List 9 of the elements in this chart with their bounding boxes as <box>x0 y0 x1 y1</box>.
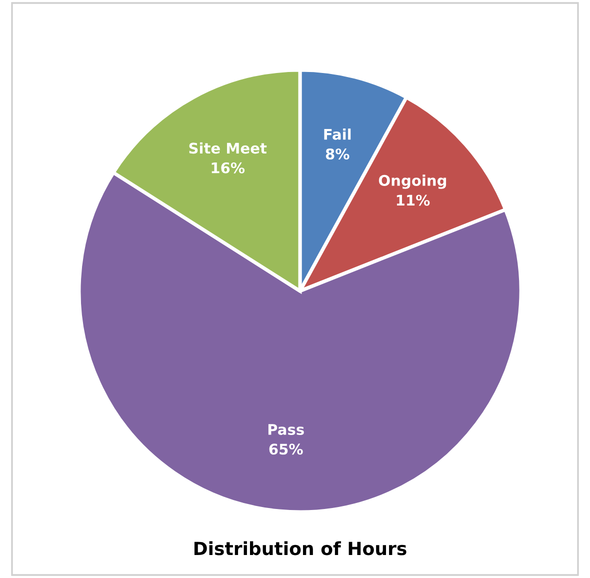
slice-label: Fail <box>324 128 351 140</box>
data-label: 8% <box>326 148 350 160</box>
slice-label: Ongoing <box>378 174 446 189</box>
data-label: 16% <box>212 162 245 174</box>
data-label: 65% <box>269 444 303 455</box>
text: Distribution of Hours <box>194 541 406 556</box>
data-label: 11% <box>396 194 430 206</box>
slice-label: Pass <box>268 424 304 436</box>
slice-label: Site Meet <box>189 142 267 154</box>
